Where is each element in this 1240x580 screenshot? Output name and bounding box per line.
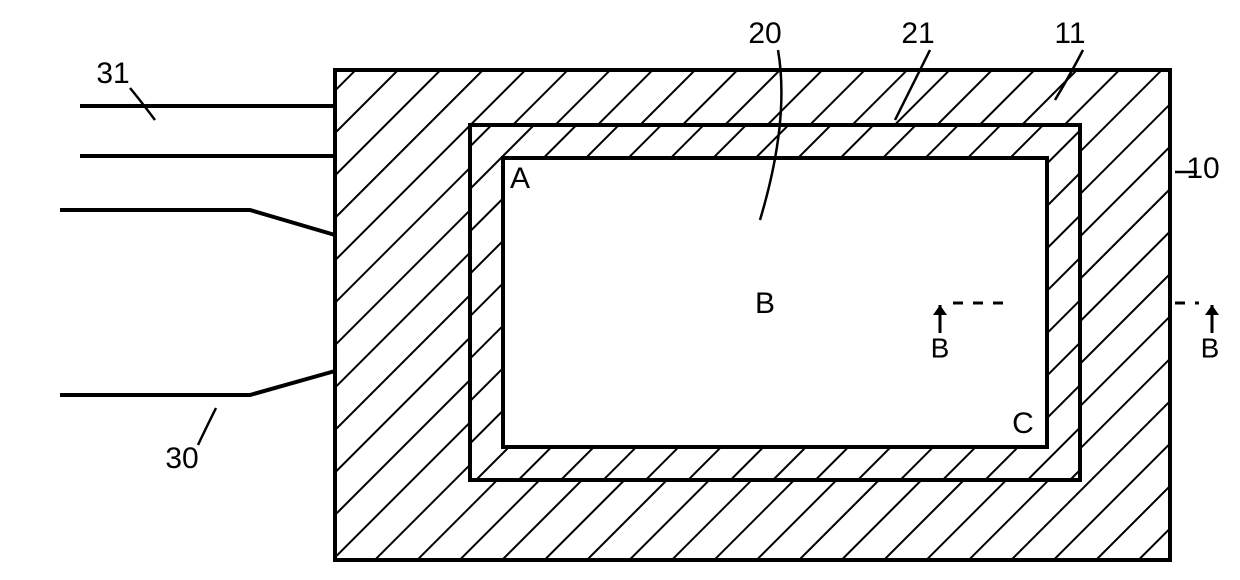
label-B: B xyxy=(755,287,775,320)
label-A: A xyxy=(510,162,530,195)
leader-l30 xyxy=(198,408,216,445)
section-arrow-left xyxy=(933,303,1007,333)
label-l31: 31 xyxy=(96,57,129,90)
label-C: C xyxy=(1012,407,1034,440)
label-l11: 11 xyxy=(1054,17,1085,50)
label-l30: 30 xyxy=(165,442,198,475)
label-B_arrow_right: B xyxy=(1201,332,1220,363)
section-arrow-right xyxy=(1175,303,1219,333)
label-l20: 20 xyxy=(748,17,781,50)
tube-30-top xyxy=(60,210,335,235)
label-l10: 10 xyxy=(1186,152,1219,185)
tube-30-bottom xyxy=(60,371,335,395)
label-B_arrow_left: B xyxy=(931,332,950,363)
label-l21: 21 xyxy=(901,17,934,50)
